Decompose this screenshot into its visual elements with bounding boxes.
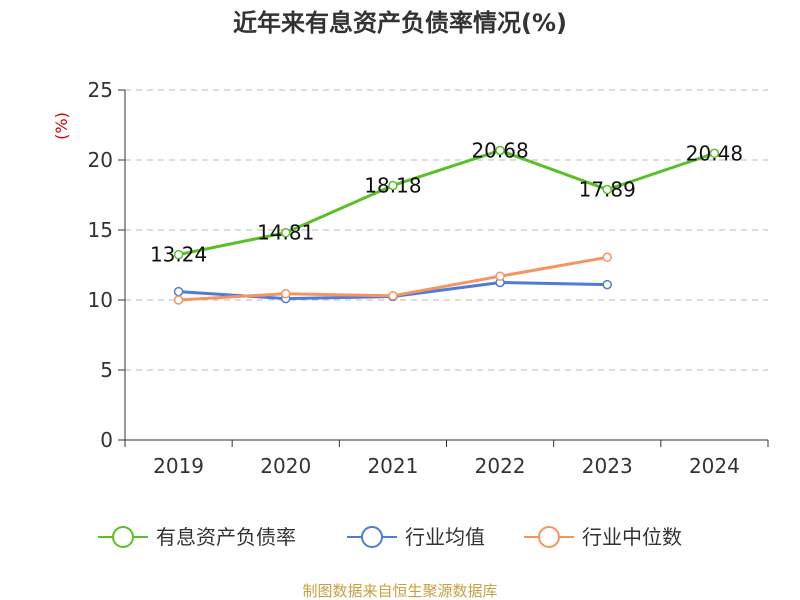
- data-label: 14.81: [257, 221, 314, 245]
- data-point: [281, 227, 291, 238]
- x-tick-label-2022: 2022: [475, 454, 526, 478]
- data-point: [602, 279, 612, 290]
- axes: 0 5 10 15 20 25 2019 2020 2021 2022 2023 2024: [88, 78, 769, 478]
- y-tick-label: 5: [100, 358, 113, 382]
- x-tick-label-2019: 2019: [153, 454, 204, 478]
- series-line-0: [177, 148, 716, 257]
- legend-marker-1: [361, 526, 383, 548]
- data-label: 18.18: [364, 173, 421, 197]
- data-point: [173, 249, 184, 260]
- data-point: [709, 148, 720, 159]
- data-point: [495, 145, 505, 156]
- data-labels: 13.24 14.81 18.18 20.68 17.89 20.48: [150, 138, 743, 266]
- legend-marker-2: [538, 526, 560, 548]
- x-tick-label-2020: 2020: [260, 454, 311, 478]
- legend: 有息资产负债率 行业均值 行业中位数: [98, 525, 682, 549]
- x-tick-label-2021: 2021: [367, 454, 418, 478]
- data-label: 17.89: [579, 178, 636, 202]
- data-label: 13.24: [150, 243, 207, 267]
- data-point: [602, 184, 612, 195]
- source-note: 制图数据来自恒生聚源数据库: [302, 582, 497, 600]
- y-tick-label: 10: [88, 288, 113, 312]
- chart-title: 近年来有息资产负债率情况(%): [233, 9, 567, 37]
- data-label: 20.48: [686, 141, 743, 165]
- grid-lines: [125, 89, 768, 371]
- x-tick-label-2024: 2024: [689, 454, 740, 478]
- data-point: [602, 252, 612, 263]
- data-point: [388, 180, 398, 191]
- series-group: [173, 145, 720, 305]
- legend-label-1: 行业均值: [405, 525, 485, 549]
- y-tick-label: 15: [88, 218, 113, 242]
- y-tick-label: 25: [88, 78, 113, 102]
- data-point: [173, 295, 184, 305]
- data-point: [173, 286, 184, 297]
- data-point: [495, 271, 505, 281]
- data-point: [388, 291, 398, 301]
- legend-label-2: 行业中位数: [582, 525, 682, 549]
- legend-marker-0: [112, 526, 134, 548]
- y-axis-label: (%): [52, 112, 71, 140]
- x-tick-label-2023: 2023: [582, 454, 633, 478]
- data-point: [281, 288, 291, 299]
- legend-label-0: 有息资产负债率: [156, 525, 296, 549]
- y-tick-label: 0: [100, 428, 113, 452]
- y-tick-label: 20: [88, 148, 113, 172]
- data-label: 20.68: [471, 138, 528, 162]
